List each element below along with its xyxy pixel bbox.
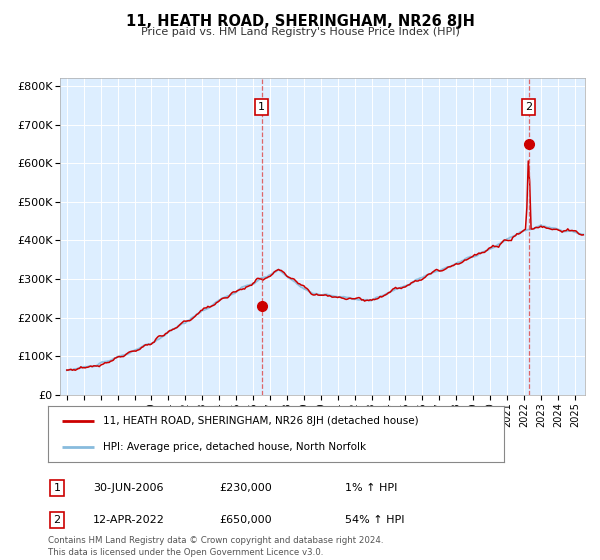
Text: 54% ↑ HPI: 54% ↑ HPI: [345, 515, 404, 525]
Text: 11, HEATH ROAD, SHERINGHAM, NR26 8JH (detached house): 11, HEATH ROAD, SHERINGHAM, NR26 8JH (de…: [103, 416, 418, 426]
Text: £650,000: £650,000: [219, 515, 272, 525]
Text: 1: 1: [258, 102, 265, 112]
Text: 2: 2: [53, 515, 61, 525]
Text: £230,000: £230,000: [219, 483, 272, 493]
Text: Contains HM Land Registry data © Crown copyright and database right 2024.
This d: Contains HM Land Registry data © Crown c…: [48, 536, 383, 557]
Text: HPI: Average price, detached house, North Norfolk: HPI: Average price, detached house, Nort…: [103, 442, 366, 452]
Text: 11, HEATH ROAD, SHERINGHAM, NR26 8JH: 11, HEATH ROAD, SHERINGHAM, NR26 8JH: [125, 14, 475, 29]
Text: 12-APR-2022: 12-APR-2022: [93, 515, 165, 525]
Text: 1% ↑ HPI: 1% ↑ HPI: [345, 483, 397, 493]
Text: 2: 2: [525, 102, 532, 112]
Text: 30-JUN-2006: 30-JUN-2006: [93, 483, 163, 493]
Text: Price paid vs. HM Land Registry's House Price Index (HPI): Price paid vs. HM Land Registry's House …: [140, 27, 460, 37]
Text: 1: 1: [53, 483, 61, 493]
